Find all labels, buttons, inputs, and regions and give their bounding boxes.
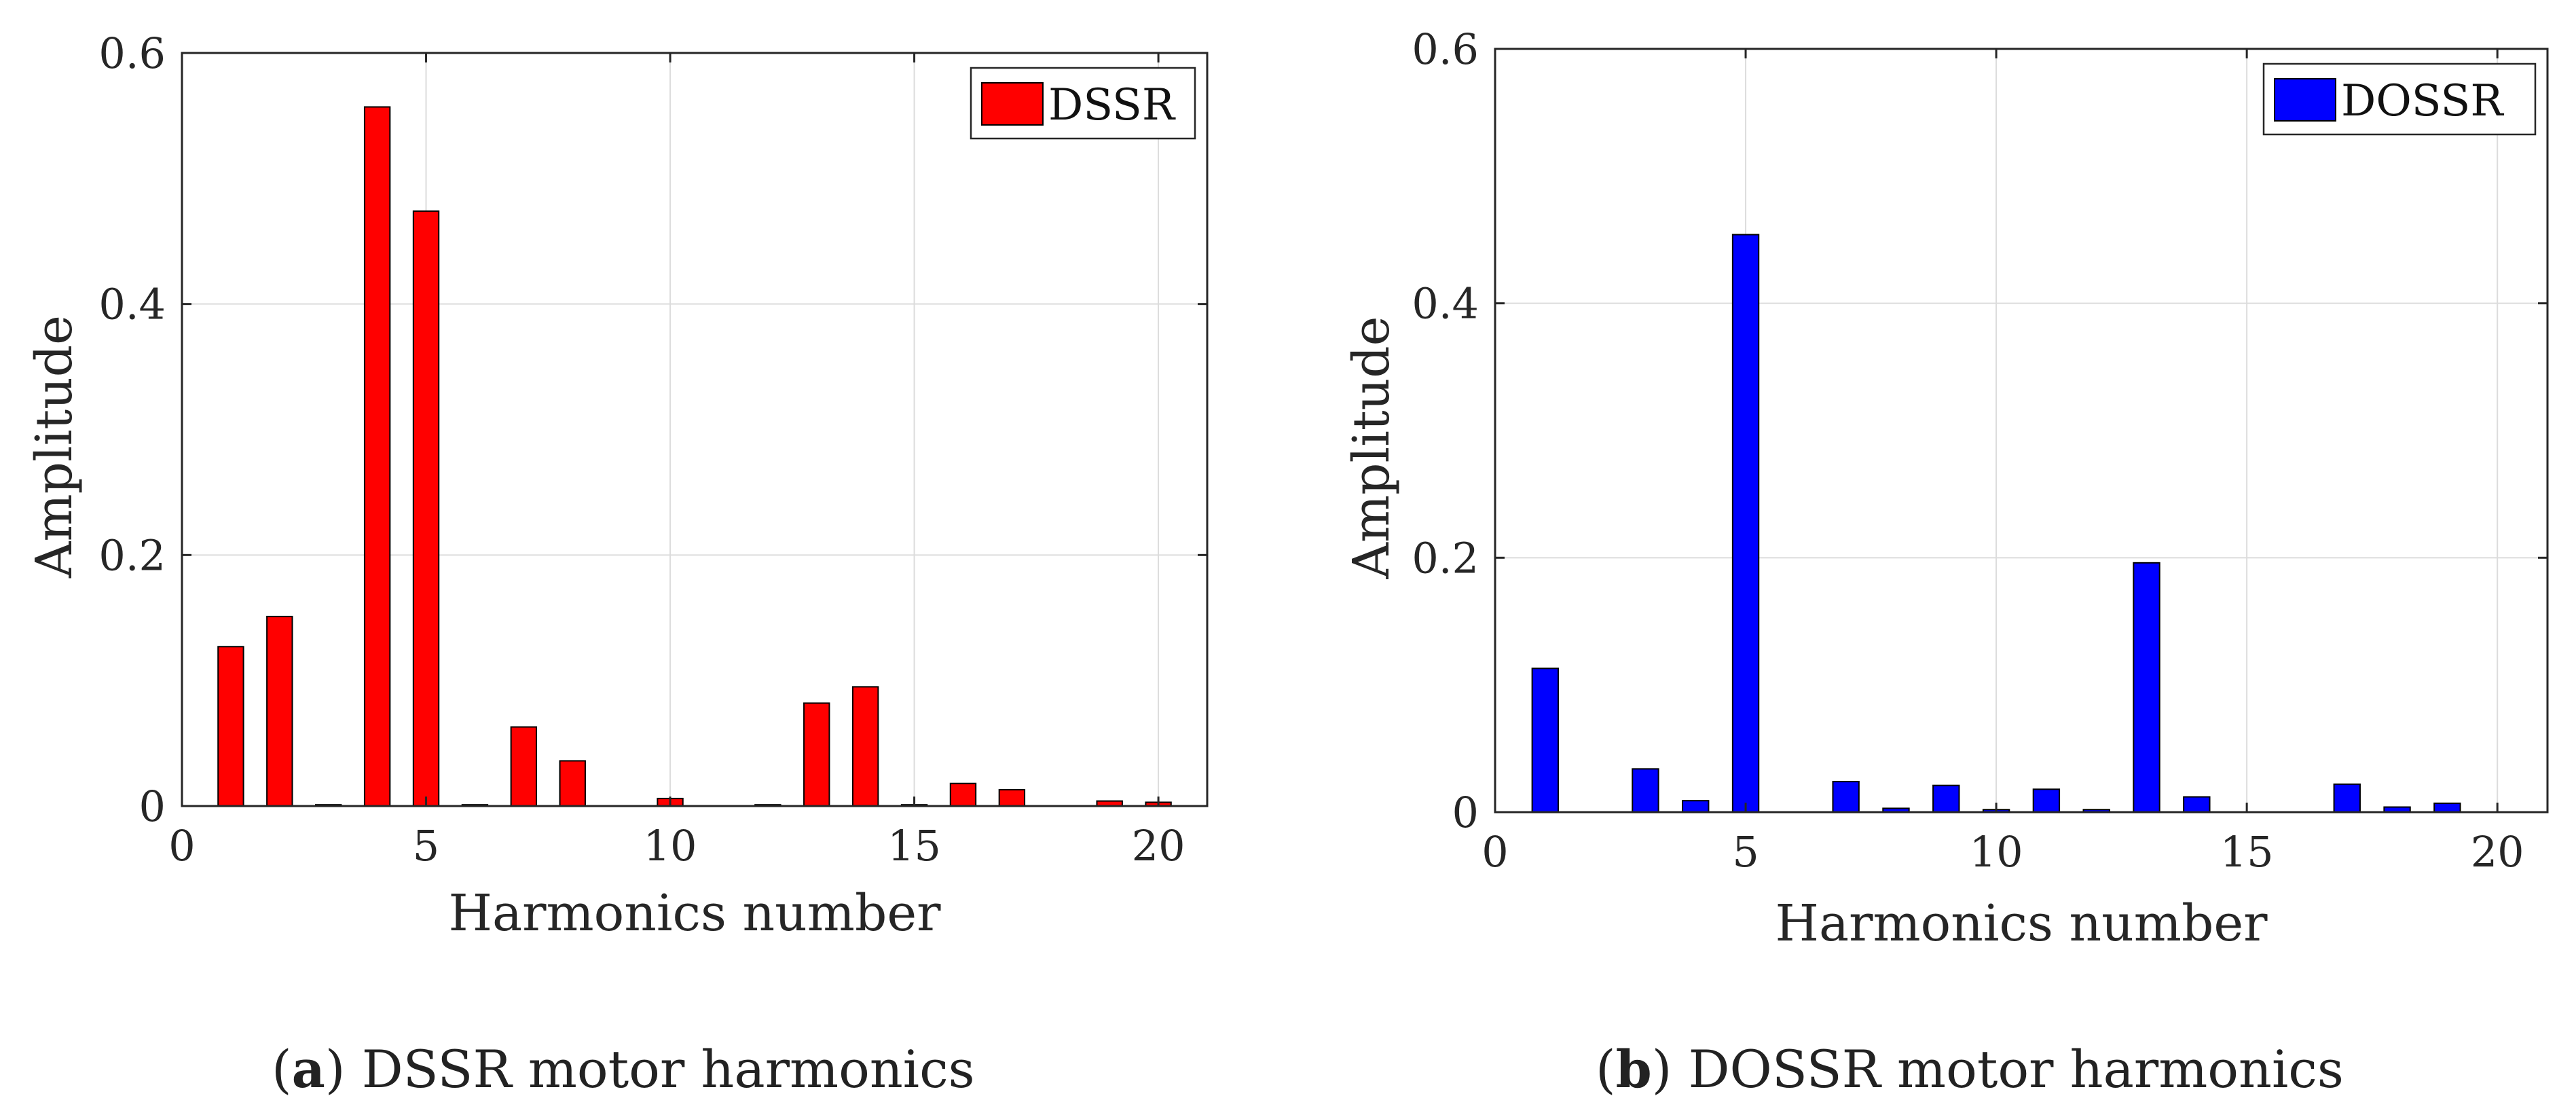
caption-b-text: ) DOSSR motor harmonics <box>1651 1039 2344 1099</box>
bar <box>2133 562 2160 813</box>
y-tick-label: 0.2 <box>1412 533 1479 583</box>
bar <box>851 686 879 807</box>
caption-a-letter: a <box>291 1039 325 1099</box>
legend-label: DOSSR <box>2341 76 2504 126</box>
bar <box>266 615 293 807</box>
bar <box>949 782 977 807</box>
y-tick-label: 0.6 <box>98 29 166 78</box>
x-tick-label: 0 <box>1482 827 1508 877</box>
y-tick-label: 0.4 <box>98 280 166 329</box>
legend-label: DSSR <box>1048 80 1176 130</box>
x-tick-label: 20 <box>1132 821 1185 871</box>
y-axis-label: Amplitude <box>1342 316 1401 580</box>
bar <box>559 760 586 807</box>
y-tick-label: 0 <box>1452 788 1479 837</box>
chart-b: 0 5 10 15 20 0 0.2 0.4 0.6 Harmonics number Amplit… <box>1342 24 2549 953</box>
x-tick-label: 15 <box>887 821 941 871</box>
chart-a: 0 5 10 15 20 0 0.2 0.4 0.6 Harmonics number Amplit… <box>25 29 1209 943</box>
bar <box>2433 802 2461 814</box>
bar <box>2183 796 2211 814</box>
legend-swatch <box>981 82 1044 126</box>
bar <box>363 106 391 807</box>
x-axis-label: Harmonics number <box>448 884 941 943</box>
y-tick-label: 0.6 <box>1412 24 1479 74</box>
y-tick-label: 0 <box>139 782 166 831</box>
legend-swatch <box>2274 78 2336 122</box>
bar <box>412 210 440 807</box>
x-tick-label: 5 <box>1732 827 1759 877</box>
y-tick-label: 0.2 <box>98 530 166 580</box>
bar <box>1832 781 1860 814</box>
x-tick-label: 0 <box>168 821 195 871</box>
x-tick-label: 20 <box>2471 827 2524 877</box>
bar <box>2333 783 2361 813</box>
caption-a: (a) DSSR motor harmonics <box>272 1039 975 1099</box>
x-tick-label: 10 <box>1970 827 2023 877</box>
bar <box>1531 668 1560 814</box>
bar <box>1731 234 1760 813</box>
bar <box>510 726 538 807</box>
bar <box>1682 800 1710 814</box>
bar <box>803 702 830 807</box>
caption-b-letter: b <box>1615 1039 1652 1099</box>
x-tick-label: 15 <box>2220 827 2274 877</box>
bar <box>998 788 1026 807</box>
bar <box>217 646 244 807</box>
caption-a-text: ) DSSR motor harmonics <box>325 1039 975 1099</box>
x-tick-label: 10 <box>644 821 697 871</box>
y-tick-label: 0.4 <box>1412 279 1479 329</box>
bar <box>2032 788 2061 814</box>
y-axis-label: Amplitude <box>25 315 84 579</box>
caption-b: (b) DOSSR motor harmonics <box>1596 1039 2344 1099</box>
x-axis-label: Harmonics number <box>1775 894 2268 953</box>
bar <box>1632 768 1659 813</box>
bar <box>1932 784 1960 814</box>
axes-box <box>181 52 1209 807</box>
axes-box <box>1494 48 2549 814</box>
x-tick-label: 5 <box>413 821 439 871</box>
